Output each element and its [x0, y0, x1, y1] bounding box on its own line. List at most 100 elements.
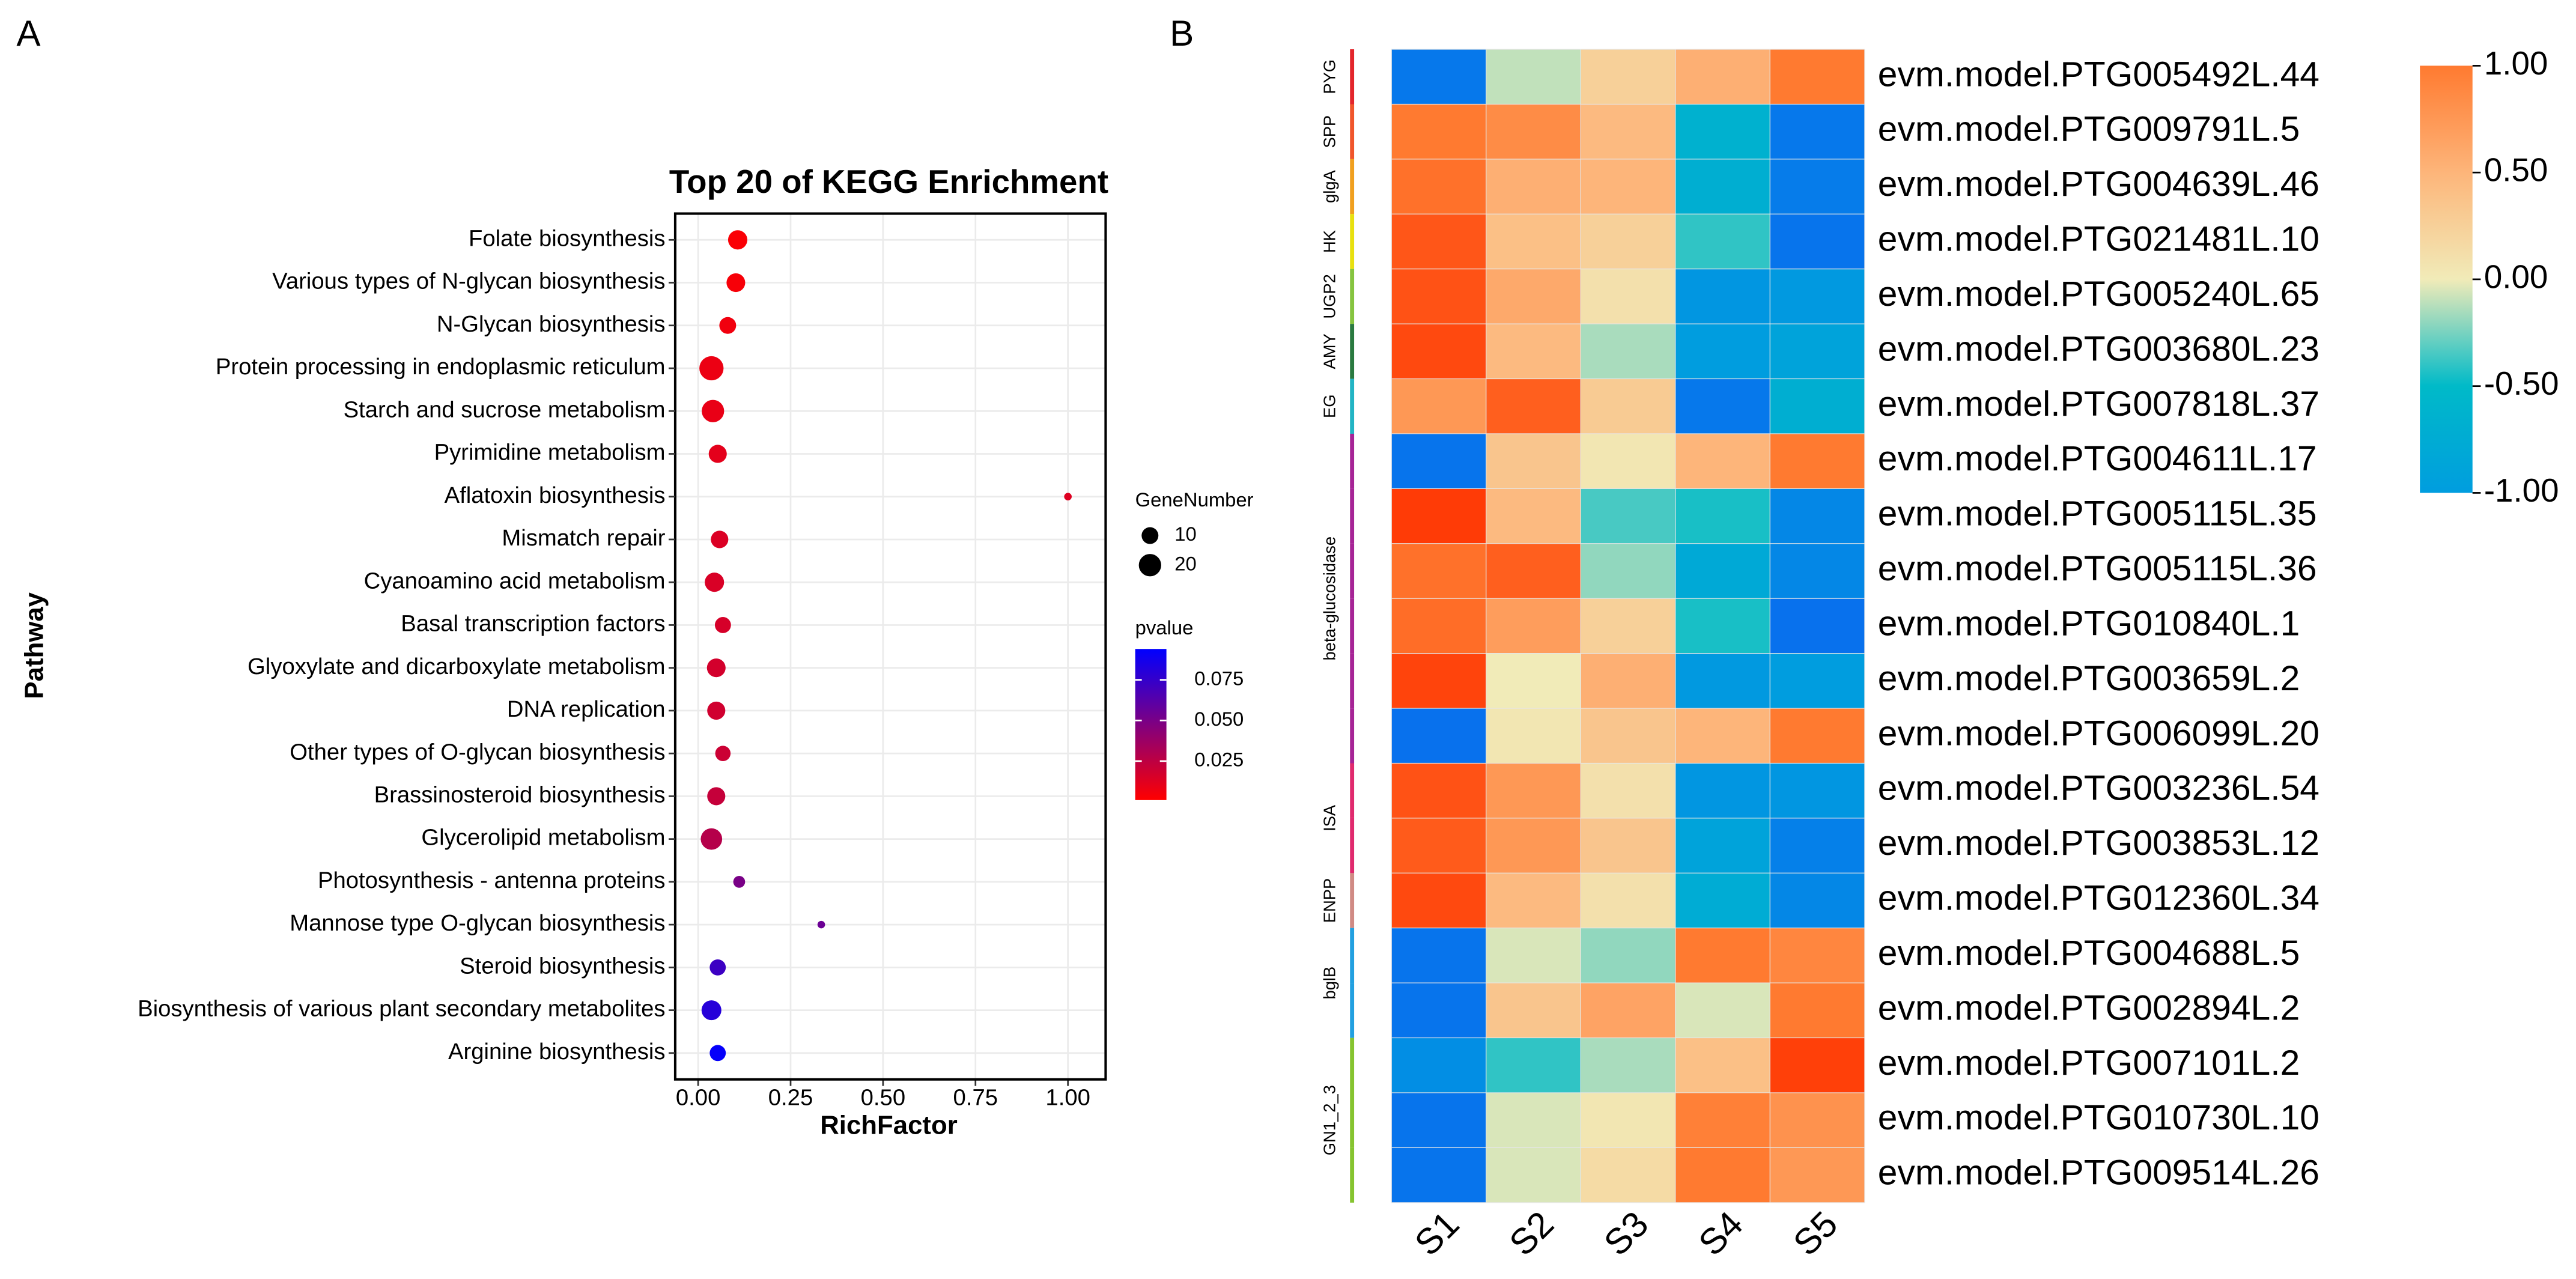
heatmap-cell [1391, 708, 1487, 764]
heatmap-cell [1391, 598, 1487, 654]
y-tick-label: Arginine biosynthesis [448, 1039, 666, 1065]
heatmap-cell [1391, 433, 1487, 489]
row-label: evm.model.PTG012360L.34 [1878, 879, 2319, 918]
colorbar-label: -0.50 [2484, 365, 2559, 402]
row-label: evm.model.PTG021481L.10 [1878, 220, 2319, 259]
group-label: PYG [1320, 59, 1338, 94]
group-label: ENPP [1320, 878, 1338, 923]
group-label: glgA [1320, 169, 1338, 202]
heatmap-cell [1675, 488, 1770, 544]
heatmap-cell [1580, 708, 1676, 764]
heatmap-cell [1580, 762, 1676, 819]
heatmap-cell [1391, 488, 1487, 544]
heatmap-cell [1486, 818, 1581, 873]
heatmap-cell [1580, 543, 1676, 599]
row-label: evm.model.PTG006099L.20 [1878, 714, 2319, 753]
heatmap-cell [1486, 708, 1581, 764]
heatmap-cell [1769, 982, 1865, 1039]
heatmap-cell [1675, 598, 1770, 654]
group-label: HK [1320, 230, 1338, 253]
y-tick-label: DNA replication [507, 696, 666, 722]
heatmap-cell [1580, 159, 1676, 214]
heatmap-cell [1769, 488, 1865, 544]
group-label: EG [1320, 395, 1338, 418]
heatmap-cell [1391, 213, 1487, 270]
y-tick-label: Basal transcription factors [401, 611, 665, 637]
column-label: S2 [1502, 1204, 1561, 1263]
heatmap-cell [1391, 378, 1487, 434]
heatmap-cell [1486, 982, 1581, 1039]
heatmap-cell [1580, 213, 1676, 270]
heatmap-cell [1769, 928, 1865, 983]
heatmap-cell [1580, 872, 1676, 929]
heatmap-cell [1580, 378, 1676, 434]
heatmap-cell [1486, 598, 1581, 654]
x-tick-label: 0.25 [768, 1085, 813, 1111]
bubble [715, 746, 731, 761]
row-label: evm.model.PTG003236L.54 [1878, 769, 2319, 808]
row-label: evm.model.PTG005492L.44 [1878, 55, 2319, 94]
heatmap-cell [1769, 818, 1865, 873]
row-label: evm.model.PTG007101L.2 [1878, 1044, 2300, 1083]
heatmap-cell [1391, 818, 1487, 873]
y-tick-label: Glycerolipid metabolism [421, 825, 665, 851]
heatmap-cell [1391, 49, 1487, 105]
heatmap-cell [1391, 1092, 1487, 1148]
colorbar [1135, 649, 1167, 800]
y-tick-label: Brassinosteroid biosynthesis [374, 782, 666, 807]
heatmap-cell [1675, 872, 1770, 929]
heatmap-cell [1391, 928, 1487, 983]
heatmap-cell [1486, 543, 1581, 599]
heatmap-cell [1391, 323, 1487, 380]
heatmap-cell [1769, 433, 1865, 489]
legend-title: GeneNumber [1135, 488, 1254, 511]
heatmap-cell [1391, 653, 1487, 709]
bubble [1064, 493, 1072, 501]
heatmap-cell [1486, 269, 1581, 324]
colorbar-label: 0.025 [1194, 749, 1244, 771]
y-tick-label: Photosynthesis - antenna proteins [318, 867, 666, 893]
heatmap-cell [1486, 103, 1581, 160]
row-label: evm.model.PTG010840L.1 [1878, 604, 2300, 643]
row-label: evm.model.PTG010730L.10 [1878, 1098, 2319, 1137]
heatmap-cell [1769, 872, 1865, 929]
colorbar-label: 0.075 [1194, 667, 1244, 689]
panel-label: A [16, 13, 40, 53]
bubble [719, 317, 737, 334]
heatmap-cell [1675, 103, 1770, 160]
row-label: evm.model.PTG005115L.35 [1878, 494, 2317, 533]
panel-label: B [1170, 13, 1194, 53]
heatmap-cell [1675, 159, 1770, 214]
heatmap-cell [1580, 49, 1676, 105]
heatmap-cell [1391, 982, 1487, 1039]
y-tick-label: Biosynthesis of various plant secondary … [138, 996, 665, 1022]
y-tick-label: Aflatoxin biosynthesis [445, 482, 666, 508]
row-label: evm.model.PTG003680L.23 [1878, 329, 2319, 368]
heatmap-cell [1675, 982, 1770, 1039]
y-tick-label: Starch and sucrose metabolism [344, 396, 666, 422]
heatmap-cell [1769, 213, 1865, 270]
heatmap-cell [1675, 49, 1770, 105]
bubble [708, 445, 727, 463]
group-label: bglB [1320, 967, 1338, 1000]
y-tick-label: Folate biosynthesis [469, 225, 666, 251]
heatmap-cell [1486, 928, 1581, 983]
bubble [728, 230, 748, 250]
group-label: ISA [1320, 804, 1338, 831]
bubble [709, 959, 726, 976]
column-label: S4 [1691, 1204, 1751, 1263]
y-tick-label: Various types of N-glycan biosynthesis [272, 269, 665, 294]
heatmap-cell [1486, 872, 1581, 929]
y-tick-label: Mismatch repair [502, 525, 665, 551]
bubble [701, 1000, 721, 1021]
row-label: evm.model.PTG009514L.26 [1878, 1153, 2319, 1192]
y-tick-label: Mannose type O-glycan biosynthesis [290, 910, 665, 936]
heatmap-cell [1391, 1037, 1487, 1093]
y-tick-label: Pyrimidine metabolism [434, 440, 666, 466]
row-label: evm.model.PTG004688L.5 [1878, 934, 2300, 973]
y-tick-label: Other types of O-glycan biosynthesis [290, 739, 665, 765]
x-tick-label: 1.00 [1045, 1085, 1090, 1111]
heatmap-cell [1486, 488, 1581, 544]
row-label: evm.model.PTG003659L.2 [1878, 659, 2300, 698]
